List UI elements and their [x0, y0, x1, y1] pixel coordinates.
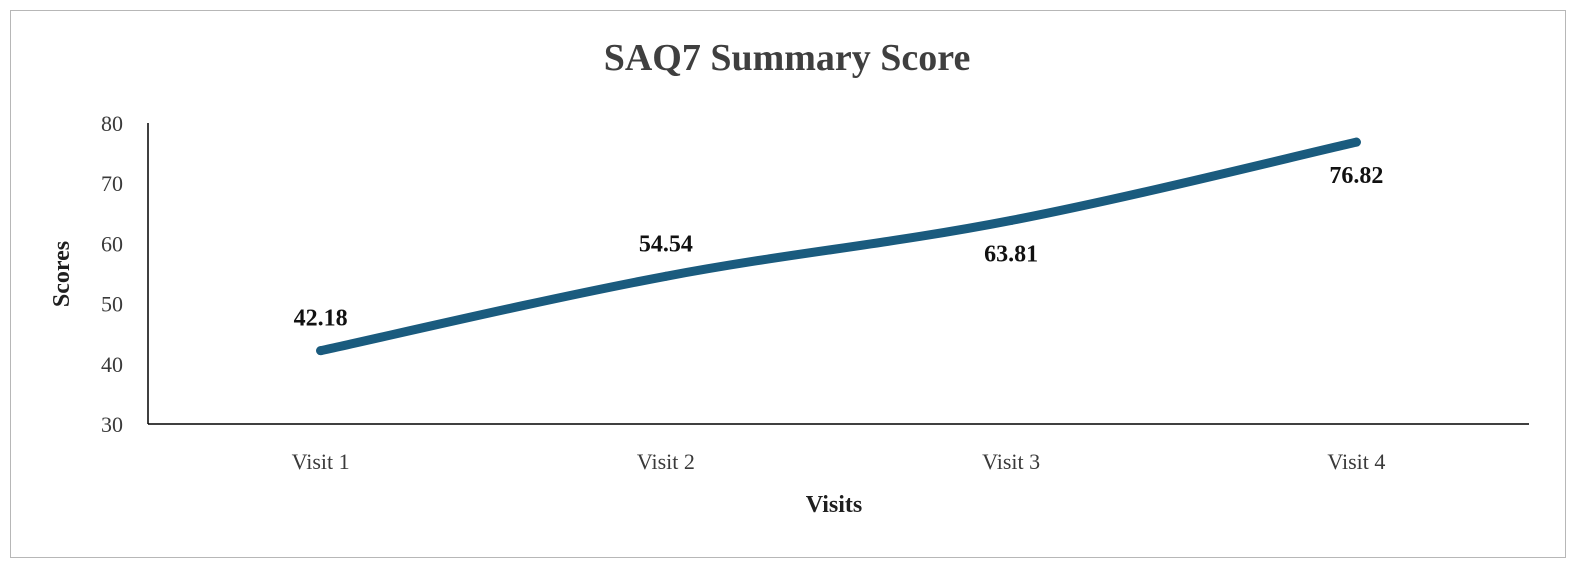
data-label: 54.54: [639, 231, 693, 257]
x-tick-label: Visit 2: [637, 449, 695, 474]
data-point: [1006, 215, 1016, 225]
series-layer: [316, 137, 1361, 356]
data-labels: 42.18 54.54 63.81 76.82: [294, 163, 1384, 332]
chart-title: SAQ7 Summary Score: [604, 37, 971, 79]
x-axis-title: Visits: [806, 492, 862, 518]
data-point: [661, 271, 671, 281]
series-line: [316, 137, 1361, 356]
data-label: 76.82: [1329, 163, 1383, 189]
data-point: [1351, 137, 1361, 147]
y-tick-label: 30: [101, 412, 123, 437]
y-tick-labels: 30 40 50 60 70 80: [101, 111, 123, 437]
y-tick-label: 70: [101, 171, 123, 196]
y-tick-label: 40: [101, 352, 123, 377]
data-label: 63.81: [984, 241, 1038, 267]
data-label: 42.18: [294, 306, 348, 332]
data-point: [316, 346, 326, 356]
y-tick-label: 60: [101, 231, 123, 256]
x-tick-label: Visit 3: [982, 449, 1040, 474]
y-axis-title: Scores: [49, 241, 75, 307]
x-tick-label: Visit 1: [292, 449, 350, 474]
y-tick-label: 80: [101, 111, 123, 136]
x-tick-label: Visit 4: [1327, 449, 1385, 474]
x-tick-labels: Visit 1 Visit 2 Visit 3 Visit 4: [292, 449, 1386, 474]
y-tick-label: 50: [101, 292, 123, 317]
